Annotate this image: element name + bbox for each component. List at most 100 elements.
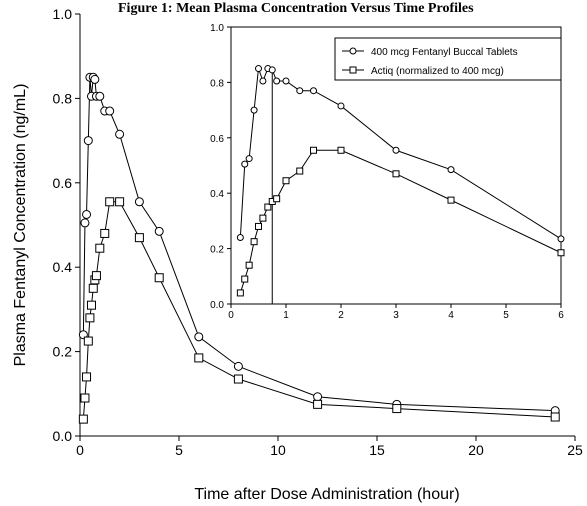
main-point-actiq: [82, 372, 92, 382]
main-point-buccal: [80, 218, 90, 228]
legend-swatch-actiq-marker: [349, 66, 357, 74]
inset-x-tick-label: 3: [393, 310, 399, 321]
main-series-line-buccal: [82, 75, 556, 412]
main-x-tick-label: 10: [270, 442, 286, 458]
inset-x-tick-label: 4: [448, 310, 454, 321]
inset-point-buccal: [392, 146, 400, 154]
inset-point-actiq: [250, 238, 258, 246]
main-x-tick-label: 15: [369, 442, 385, 458]
inset-point-actiq: [241, 275, 249, 283]
inset-point-actiq: [557, 249, 565, 257]
inset-point-buccal: [236, 234, 244, 242]
inset-point-actiq: [282, 177, 290, 185]
inset-point-buccal: [447, 166, 455, 174]
inset-point-actiq: [310, 146, 317, 154]
main-y-tick-label: 1.0: [53, 6, 73, 22]
main-point-actiq: [233, 374, 243, 384]
legend-label-actiq: Actiq (normalized to 400 mcg): [371, 66, 504, 77]
inset-point-buccal: [557, 235, 565, 243]
inset-point-buccal: [245, 155, 253, 163]
inset-point-actiq: [264, 203, 272, 211]
main-point-actiq: [154, 273, 164, 283]
main-chart: 0 5 10 15 20 250.00.20.40.60.81.0: [53, 6, 583, 458]
legend-label-buccal: 400 mcg Fentanyl Buccal Tablets: [371, 47, 518, 58]
inset-x-tick-label: 5: [503, 310, 509, 321]
figure-title: Figure 1: Mean Plasma Concentration Vers…: [118, 1, 474, 16]
inset-y-tick-label: 0.0: [210, 300, 224, 311]
main-point-buccal: [134, 197, 144, 207]
inset-x-tick-label: 6: [558, 310, 564, 321]
main-point-actiq: [80, 393, 90, 403]
main-y-tick-label: 0.8: [53, 90, 73, 106]
main-point-actiq: [550, 412, 560, 422]
main-y-tick-label: 0.0: [53, 428, 73, 444]
main-x-tick-label: 5: [175, 442, 183, 458]
main-point-buccal: [194, 332, 204, 342]
main-point-buccal: [95, 91, 105, 101]
inset-point-buccal: [296, 87, 304, 95]
main-point-actiq: [100, 228, 110, 238]
inset-point-actiq: [337, 146, 345, 154]
main-x-tick-label: 25: [567, 442, 583, 458]
main-point-buccal: [82, 209, 92, 219]
main-point-buccal: [105, 106, 115, 116]
inset-x-tick-label: 1: [283, 310, 289, 321]
main-point-actiq: [194, 353, 204, 363]
main-point-buccal: [115, 129, 125, 139]
inset-point-actiq: [447, 196, 455, 204]
main-point-actiq: [105, 197, 115, 207]
inset-point-actiq: [259, 214, 267, 222]
main-point-actiq: [134, 233, 144, 243]
main-point-buccal: [154, 226, 164, 236]
main-point-actiq: [85, 313, 95, 323]
inset-point-buccal: [250, 106, 258, 114]
inset-point-buccal: [255, 65, 262, 73]
main-y-tick-label: 0.6: [53, 175, 73, 191]
inset-y-tick-label: 1.0: [210, 23, 224, 34]
main-point-actiq: [78, 414, 88, 424]
inset-point-buccal: [282, 77, 290, 85]
main-point-buccal: [233, 361, 243, 371]
main-point-actiq: [95, 243, 105, 253]
main-y-tick-label: 0.2: [53, 344, 73, 360]
inset-y-tick-label: 0.6: [210, 134, 224, 145]
inset-y-tick-label: 0.8: [210, 78, 224, 89]
inset-point-actiq: [245, 261, 253, 269]
main-point-buccal: [90, 74, 100, 84]
main-point-actiq: [91, 271, 101, 281]
legend-swatch-buccal-marker: [349, 47, 357, 55]
main-x-tick-label: 20: [468, 442, 484, 458]
inset-x-tick-label: 2: [338, 310, 344, 321]
inset-point-buccal: [310, 87, 317, 95]
inset-y-tick-label: 0.2: [210, 245, 224, 256]
main-point-actiq: [313, 399, 323, 409]
main-point-buccal: [83, 136, 93, 146]
main-point-buccal: [313, 392, 323, 402]
legend-box: [334, 37, 562, 81]
inset-point-buccal: [268, 66, 276, 74]
main-x-tick-label: 0: [76, 442, 84, 458]
main-point-actiq: [392, 404, 402, 414]
inset-point-actiq: [255, 222, 262, 230]
main-point-actiq: [86, 300, 96, 310]
main-x-axis-label: Time after Dose Administration (hour): [194, 486, 459, 503]
inset-point-buccal: [337, 102, 345, 110]
main-y-axis-label: Plasma Fentanyl Concentration (ng/mL): [12, 84, 29, 367]
inset-point-actiq: [273, 195, 281, 203]
inset-point-actiq: [236, 289, 244, 297]
inset-series-line-buccal: [239, 67, 562, 240]
main-y-tick-label: 0.4: [53, 259, 73, 275]
inset-point-actiq: [392, 170, 400, 178]
inset-x-tick-label: 0: [228, 310, 234, 321]
inset-legend: 400 mcg Fentanyl Buccal Tablets Actiq (n…: [334, 37, 562, 81]
main-point-actiq: [88, 283, 98, 293]
inset-y-tick-label: 0.4: [210, 189, 224, 200]
inset-point-buccal: [259, 77, 267, 85]
main-point-actiq: [83, 336, 93, 346]
inset-point-buccal: [241, 160, 249, 168]
inset-point-actiq: [296, 167, 304, 175]
main-point-actiq: [115, 197, 125, 207]
inset-point-buccal: [273, 77, 281, 85]
